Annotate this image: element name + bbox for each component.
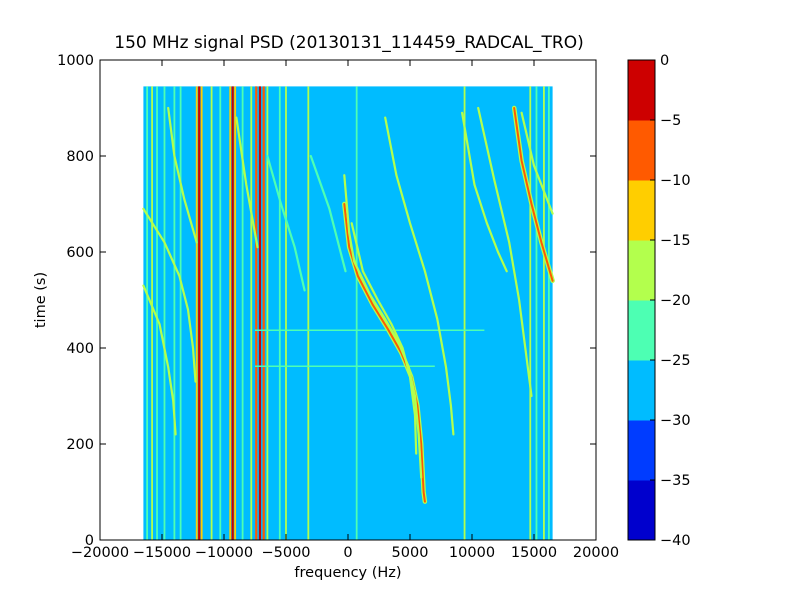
- colorbar-swatch: [628, 420, 655, 481]
- colorbar-tick-label: 0: [660, 53, 669, 69]
- colorbar-swatch: [628, 180, 655, 241]
- x-tick-label: −5000: [261, 545, 310, 561]
- x-tick-label: 5000: [392, 545, 429, 561]
- chart-title: 150 MHz signal PSD (20130131_114459_RADC…: [114, 33, 583, 53]
- x-tick-label: −10000: [195, 545, 253, 561]
- colorbar-tick-label: −5: [660, 113, 681, 129]
- y-tick-label: 0: [85, 533, 94, 549]
- y-axis: 0 200 400 600 800 1000: [57, 53, 596, 549]
- plot-area: [99, 59, 597, 541]
- colorbar-tick-label: −20: [660, 293, 691, 309]
- x-axis-label: frequency (Hz): [294, 565, 401, 581]
- x-tick-label: 0: [343, 545, 352, 561]
- heatmap-background: [143, 86, 553, 540]
- x-tick-label: 20000: [573, 545, 619, 561]
- colorbar-swatch: [628, 120, 655, 181]
- x-axis: −20000 −15000 −10000 −5000 0 5000 10000 15000 20…: [71, 60, 619, 561]
- y-tick-label: 200: [66, 437, 94, 453]
- colorbar-tick-label: −30: [660, 413, 691, 429]
- sweep-trace: [343, 203, 426, 503]
- colorbar-tick-label: −15: [660, 233, 691, 249]
- colorbar-tick-label: −35: [660, 473, 691, 489]
- x-tick-label: 15000: [511, 545, 557, 561]
- sweep-trace: [309, 154, 347, 273]
- colorbar-swatch: [628, 360, 655, 421]
- y-tick-label: 800: [66, 149, 94, 165]
- y-tick-label: 400: [66, 341, 94, 357]
- sweep-trace: [520, 111, 554, 215]
- x-tick-label: −20000: [71, 545, 129, 561]
- sweep-trace: [350, 222, 418, 455]
- sweep-trace: [343, 174, 423, 479]
- sweep-trace: [266, 154, 306, 292]
- x-tick-label: −15000: [133, 545, 191, 561]
- colorbar: −40 −35 −30 −25 −20 −15 −10 −5 0: [627, 53, 691, 549]
- sweep-trace: [384, 116, 455, 436]
- sweep-trace: [167, 106, 198, 244]
- colorbar-swatch: [628, 300, 655, 361]
- sweep-trace: [477, 106, 533, 398]
- sweep-trace: [235, 116, 259, 249]
- sweep-trace: [142, 284, 177, 436]
- y-tick-label: 1000: [57, 53, 94, 69]
- sweep-trace: [142, 207, 197, 383]
- colorbar-tick-label: −25: [660, 353, 691, 369]
- heatmap-layer: [142, 86, 555, 540]
- colorbar-swatch: [628, 60, 655, 121]
- y-axis-label: time (s): [33, 272, 49, 328]
- sweep-trace: [513, 107, 554, 282]
- y-tick-label: 600: [66, 245, 94, 261]
- x-tick-label: 10000: [449, 545, 495, 561]
- colorbar-tick-label: −10: [660, 173, 691, 189]
- colorbar-swatch: [628, 480, 655, 541]
- colorbar-tick-label: −40: [660, 533, 691, 549]
- sweep-trace: [461, 111, 508, 273]
- colorbar-swatch: [628, 240, 655, 301]
